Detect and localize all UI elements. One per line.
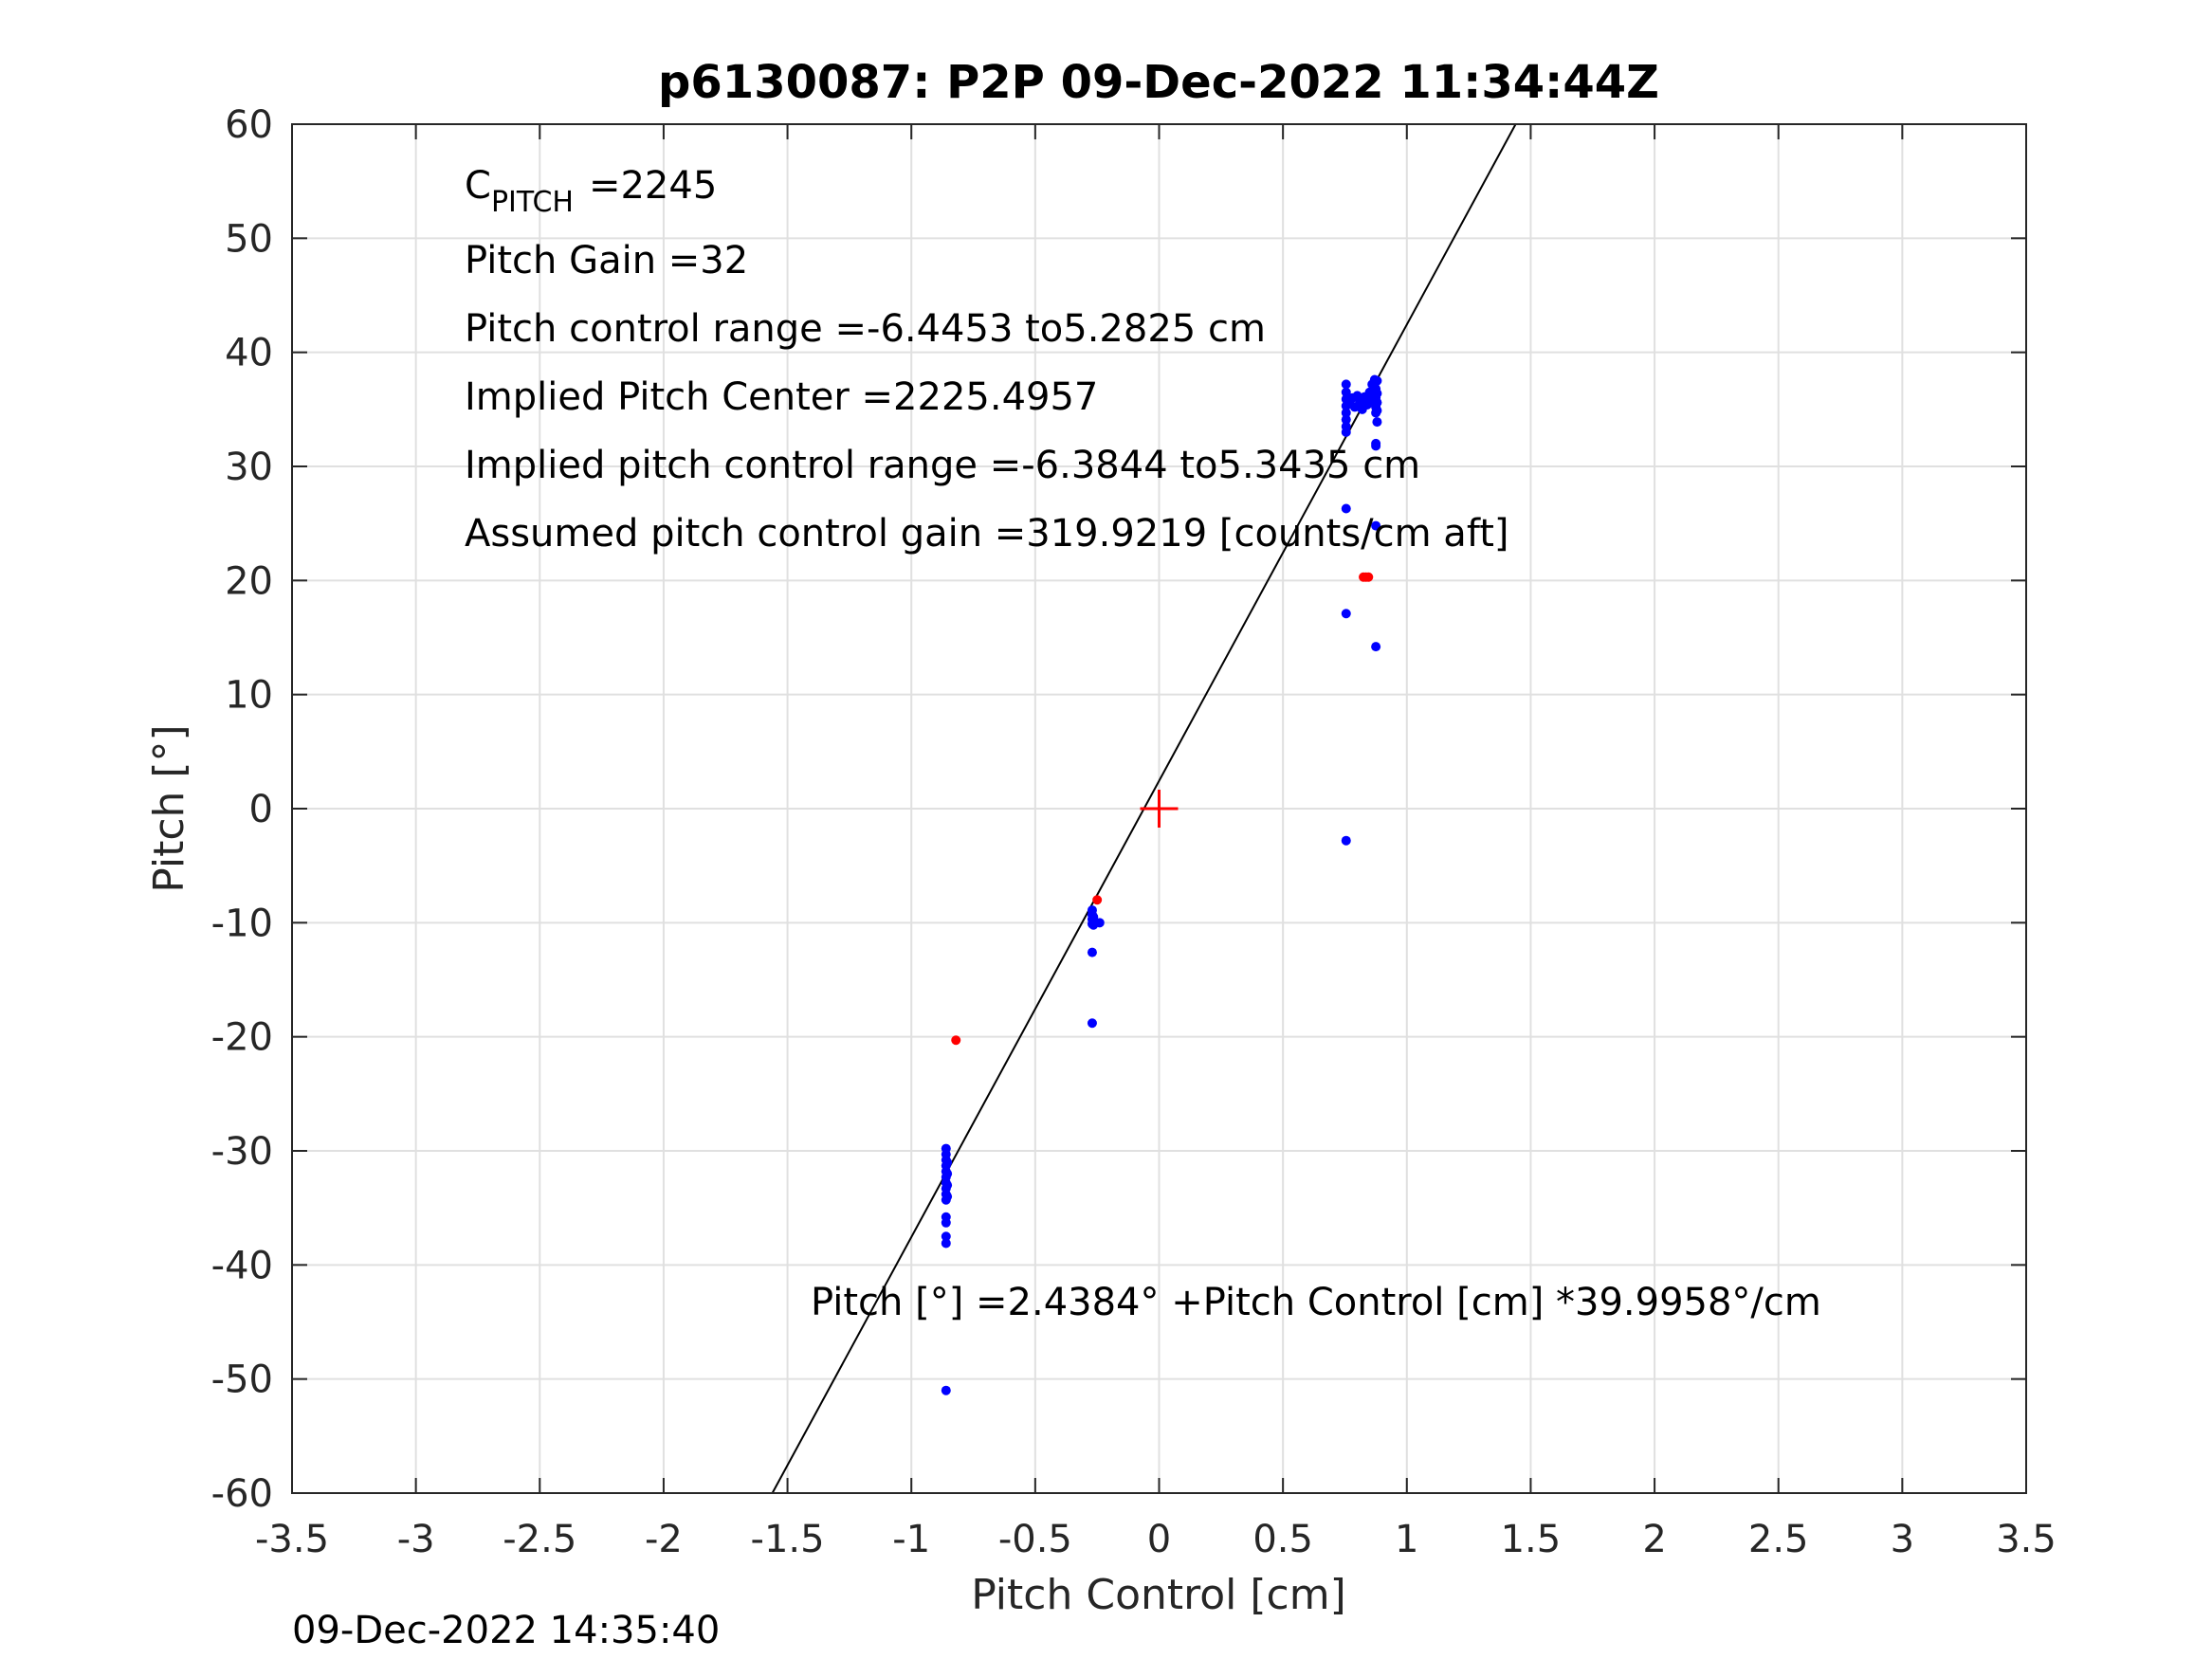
data-point — [1341, 503, 1351, 514]
data-point — [1341, 427, 1351, 437]
data-point — [942, 1180, 953, 1191]
y-tick-label: 60 — [225, 103, 273, 147]
data-point — [1371, 520, 1381, 531]
fit-equation-annotation: Pitch [°] =2.4384° +Pitch Control [cm] *… — [811, 1281, 1821, 1324]
y-tick-label: 40 — [225, 332, 273, 375]
annotations: CPITCH =2245 Pitch Gain =32 Pitch control… — [465, 164, 1821, 1324]
y-tick-label: 50 — [225, 217, 273, 261]
data-point — [1372, 397, 1382, 408]
data-point — [951, 1035, 961, 1046]
x-tick-label: -1 — [892, 1518, 930, 1561]
footer-timestamp: 09-Dec-2022 14:35:40 — [292, 1609, 720, 1652]
data-point — [1372, 406, 1382, 416]
cpitch-subscript: PITCH — [491, 186, 574, 219]
x-tick-label: -3.5 — [255, 1518, 329, 1561]
data-point — [1341, 609, 1351, 619]
y-tick-label: -10 — [211, 902, 273, 945]
cpitch-value: =2245 — [589, 164, 717, 208]
data-point — [1094, 918, 1105, 928]
data-point — [942, 1192, 953, 1202]
y-tick-labels: -60 -50 -40 -30 -20 -10 0 10 20 30 40 50 60 — [211, 103, 273, 1516]
y-axis-label: Pitch [°] — [145, 724, 193, 892]
assumed-gain-annotation: Assumed pitch control gain =319.9219 [co… — [465, 512, 1508, 556]
implied-range-annotation: Implied pitch control range =-6.3844 to5… — [465, 444, 1420, 487]
data-point — [1371, 441, 1381, 451]
y-tick-label: -40 — [211, 1244, 273, 1287]
data-point — [1363, 572, 1374, 582]
data-point — [1372, 388, 1382, 398]
data-point — [941, 1217, 951, 1228]
center-marker-group — [1140, 790, 1179, 828]
data-point — [1088, 912, 1099, 922]
y-tick-label: 0 — [249, 788, 273, 831]
data-point — [1372, 417, 1382, 428]
data-point — [941, 1238, 951, 1249]
y-tick-label: -60 — [211, 1472, 273, 1516]
data-point — [942, 1158, 953, 1168]
cpitch-annotation: CPITCH =2245 — [465, 164, 717, 219]
data-point — [1341, 387, 1351, 397]
y-tick-label: 20 — [225, 559, 273, 603]
y-tick-label: -50 — [211, 1358, 273, 1402]
data-point — [1372, 375, 1382, 386]
y-tick-label: -20 — [211, 1016, 273, 1060]
x-tick-label: -2 — [645, 1518, 683, 1561]
data-point — [1087, 1018, 1097, 1029]
y-tick-label: 30 — [225, 446, 273, 489]
x-tick-label: 3.5 — [1996, 1518, 2057, 1561]
pitch-gain-annotation: Pitch Gain =32 — [465, 239, 748, 283]
data-point — [941, 1231, 951, 1242]
x-tick-label: -1.5 — [751, 1518, 825, 1561]
data-point — [1341, 835, 1351, 846]
data-points — [941, 374, 1382, 1395]
data-point — [1341, 379, 1351, 390]
y-tick-label: -30 — [211, 1130, 273, 1174]
data-point — [1371, 642, 1381, 652]
x-tick-label: 1 — [1395, 1518, 1418, 1561]
data-point — [941, 1385, 951, 1395]
data-point — [1341, 414, 1351, 425]
x-tick-label: -0.5 — [998, 1518, 1072, 1561]
x-tick-label: 0.5 — [1252, 1518, 1313, 1561]
tick-marks — [291, 123, 2027, 1494]
x-tick-label: 2.5 — [1748, 1518, 1809, 1561]
x-tick-label: 3 — [1891, 1518, 1914, 1561]
y-tick-label: 10 — [225, 674, 273, 718]
x-axis-label: Pitch Control [cm] — [971, 1571, 1346, 1619]
x-tick-label: 0 — [1147, 1518, 1171, 1561]
data-point — [1341, 408, 1351, 418]
data-point — [1092, 895, 1103, 905]
implied-pitch-center-annotation: Implied Pitch Center =2225.4957 — [465, 375, 1098, 419]
x-tick-label: -2.5 — [503, 1518, 576, 1561]
x-tick-label: 2 — [1642, 1518, 1666, 1561]
data-point — [942, 1169, 953, 1179]
x-tick-labels: -3.5 -3 -2.5 -2 -1.5 -1 -0.5 0 0.5 1 1.5 2 2.5 3 3.5 — [255, 1518, 2057, 1561]
x-tick-label: 1.5 — [1501, 1518, 1562, 1561]
cpitch-prefix: C — [465, 164, 491, 208]
chart-title: p6130087: P2P 09-Dec-2022 11:34:44Z — [658, 56, 1659, 109]
x-tick-label: -3 — [397, 1518, 435, 1561]
pitch-control-range-annotation: Pitch control range =-6.4453 to5.2825 cm — [465, 307, 1266, 351]
data-point — [1087, 947, 1097, 957]
